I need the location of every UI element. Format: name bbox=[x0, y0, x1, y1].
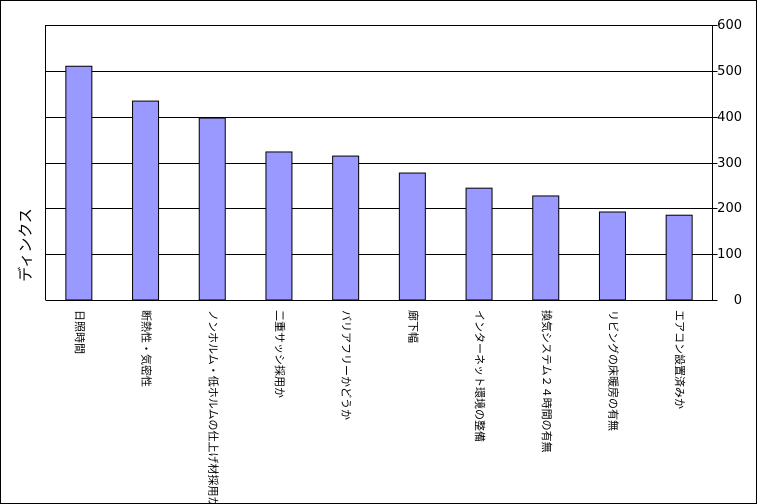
bar bbox=[665, 214, 693, 301]
x-tick-label: エアコン設置済みか bbox=[673, 310, 687, 409]
x-tick-label: 廊下幅 bbox=[406, 310, 420, 343]
bar bbox=[265, 151, 293, 301]
y-tick-label: 0 bbox=[734, 293, 742, 308]
x-tick-label: ノンホルム・低ホルムの仕上げ材採用か bbox=[206, 310, 220, 504]
x-tick-label: リビングの床暖房の有無 bbox=[606, 310, 620, 431]
x-tick-label: バリアフリーかどうか bbox=[340, 310, 353, 420]
y-tick-label: 200 bbox=[717, 201, 742, 216]
bar bbox=[132, 100, 160, 301]
y-axis-label: ディンクス bbox=[17, 208, 35, 282]
x-tick-label: 換気システム２４時間の有無 bbox=[540, 310, 554, 453]
bar bbox=[65, 65, 93, 301]
y-tick-label: 300 bbox=[717, 156, 742, 171]
bar bbox=[198, 117, 226, 301]
x-tick-label: 日照時間 bbox=[73, 310, 86, 354]
y-tick-label: 500 bbox=[717, 64, 742, 79]
x-tick-label: 断熱性・気密性 bbox=[140, 310, 154, 387]
bar bbox=[332, 155, 360, 301]
bar bbox=[465, 187, 493, 301]
bar bbox=[532, 195, 560, 301]
bar bbox=[398, 172, 426, 301]
bar bbox=[598, 211, 626, 301]
x-tick-label: インターネット環境の整備 bbox=[473, 310, 487, 442]
x-tick-label: 二重サッシ採用か bbox=[273, 310, 287, 398]
y-tick-label: 400 bbox=[717, 110, 742, 125]
y-tick-label: 100 bbox=[717, 247, 742, 262]
y-tick-label: 600 bbox=[717, 18, 742, 33]
